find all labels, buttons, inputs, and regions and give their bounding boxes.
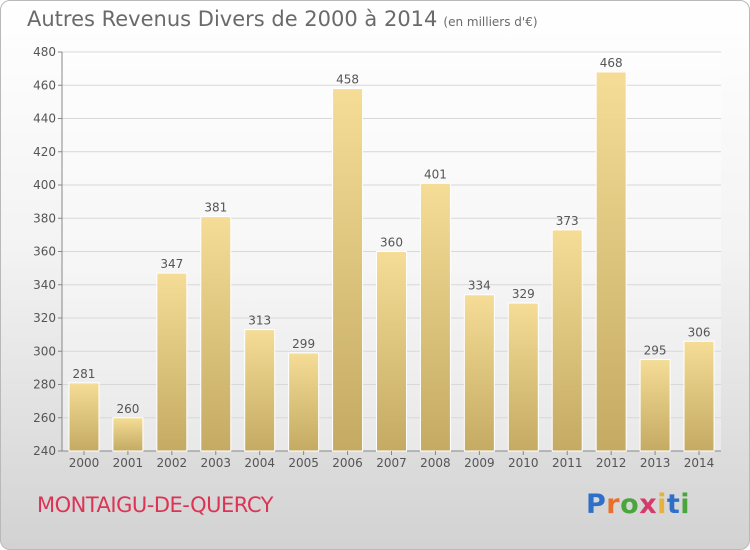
logo-letter: i (680, 489, 691, 520)
logo-letter: i (657, 489, 667, 520)
bar (595, 71, 627, 452)
x-tick-label: 2011 (552, 456, 583, 470)
logo-letter: P (586, 489, 607, 520)
data-label: 299 (292, 337, 315, 351)
bar (376, 251, 407, 452)
y-tick-label: 360 (33, 245, 56, 259)
x-tick-label: 2000 (69, 456, 100, 470)
bar (112, 417, 144, 452)
bar (507, 302, 539, 452)
y-tick-label: 260 (33, 411, 56, 425)
bar (244, 329, 276, 452)
title-main: Autres Revenus Divers de 2000 à 2014 (27, 7, 438, 31)
x-tick-label: 2012 (596, 456, 627, 470)
y-tick-label: 320 (33, 311, 56, 325)
y-tick-label: 280 (33, 378, 56, 392)
data-label: 329 (512, 287, 535, 301)
bar (332, 88, 364, 452)
logo-letter: o (620, 489, 640, 520)
y-tick-label: 480 (33, 45, 56, 59)
chart-title: Autres Revenus Divers de 2000 à 2014 (en … (27, 7, 538, 31)
y-tick-label: 380 (33, 211, 56, 225)
x-tick-label: 2007 (376, 456, 407, 470)
data-label: 260 (116, 402, 139, 416)
x-tick-label: 2009 (464, 456, 495, 470)
y-tick-label: 460 (33, 78, 56, 92)
x-tick-label: 2014 (684, 456, 715, 470)
bar (551, 229, 583, 452)
y-tick-label: 340 (33, 278, 56, 292)
x-tick-label: 2004 (244, 456, 275, 470)
bar (68, 382, 100, 452)
bar (683, 340, 715, 452)
bar (156, 272, 188, 452)
data-label: 334 (468, 279, 491, 293)
x-tick-label: 2003 (200, 456, 231, 470)
logo-letter: r (606, 489, 621, 520)
x-tick-label: 2005 (288, 456, 319, 470)
x-tick-label: 2001 (113, 456, 144, 470)
data-label: 347 (160, 257, 183, 271)
y-tick-label: 300 (33, 344, 56, 358)
data-label: 360 (380, 236, 403, 250)
bar (463, 294, 495, 452)
x-tick-label: 2010 (508, 456, 539, 470)
bar (288, 352, 320, 452)
data-label: 281 (73, 367, 96, 381)
commune-name: MONTAIGU-DE-QUERCY (37, 493, 273, 517)
bar (200, 216, 232, 452)
bar (639, 359, 671, 452)
y-tick-label: 400 (33, 178, 56, 192)
title-unit: (en milliers d'€) (443, 15, 538, 29)
data-label: 295 (644, 344, 667, 358)
bar (419, 182, 451, 452)
data-label: 458 (336, 73, 359, 87)
logo-letter: t (666, 489, 681, 520)
x-tick-label: 2002 (157, 456, 188, 470)
data-label: 468 (600, 56, 623, 70)
data-label: 313 (248, 314, 271, 328)
proxiti-logo: Proxiti (586, 489, 690, 520)
data-label: 373 (556, 214, 579, 228)
data-label: 306 (688, 325, 711, 339)
x-tick-label: 2008 (420, 456, 451, 470)
y-tick-label: 420 (33, 145, 56, 159)
y-tick-label: 440 (33, 112, 56, 126)
data-label: 381 (204, 201, 227, 215)
logo-letter: x (639, 489, 658, 520)
x-tick-label: 2006 (332, 456, 363, 470)
x-tick-label: 2013 (640, 456, 671, 470)
data-label: 401 (424, 167, 447, 181)
y-tick-label: 240 (33, 444, 56, 458)
